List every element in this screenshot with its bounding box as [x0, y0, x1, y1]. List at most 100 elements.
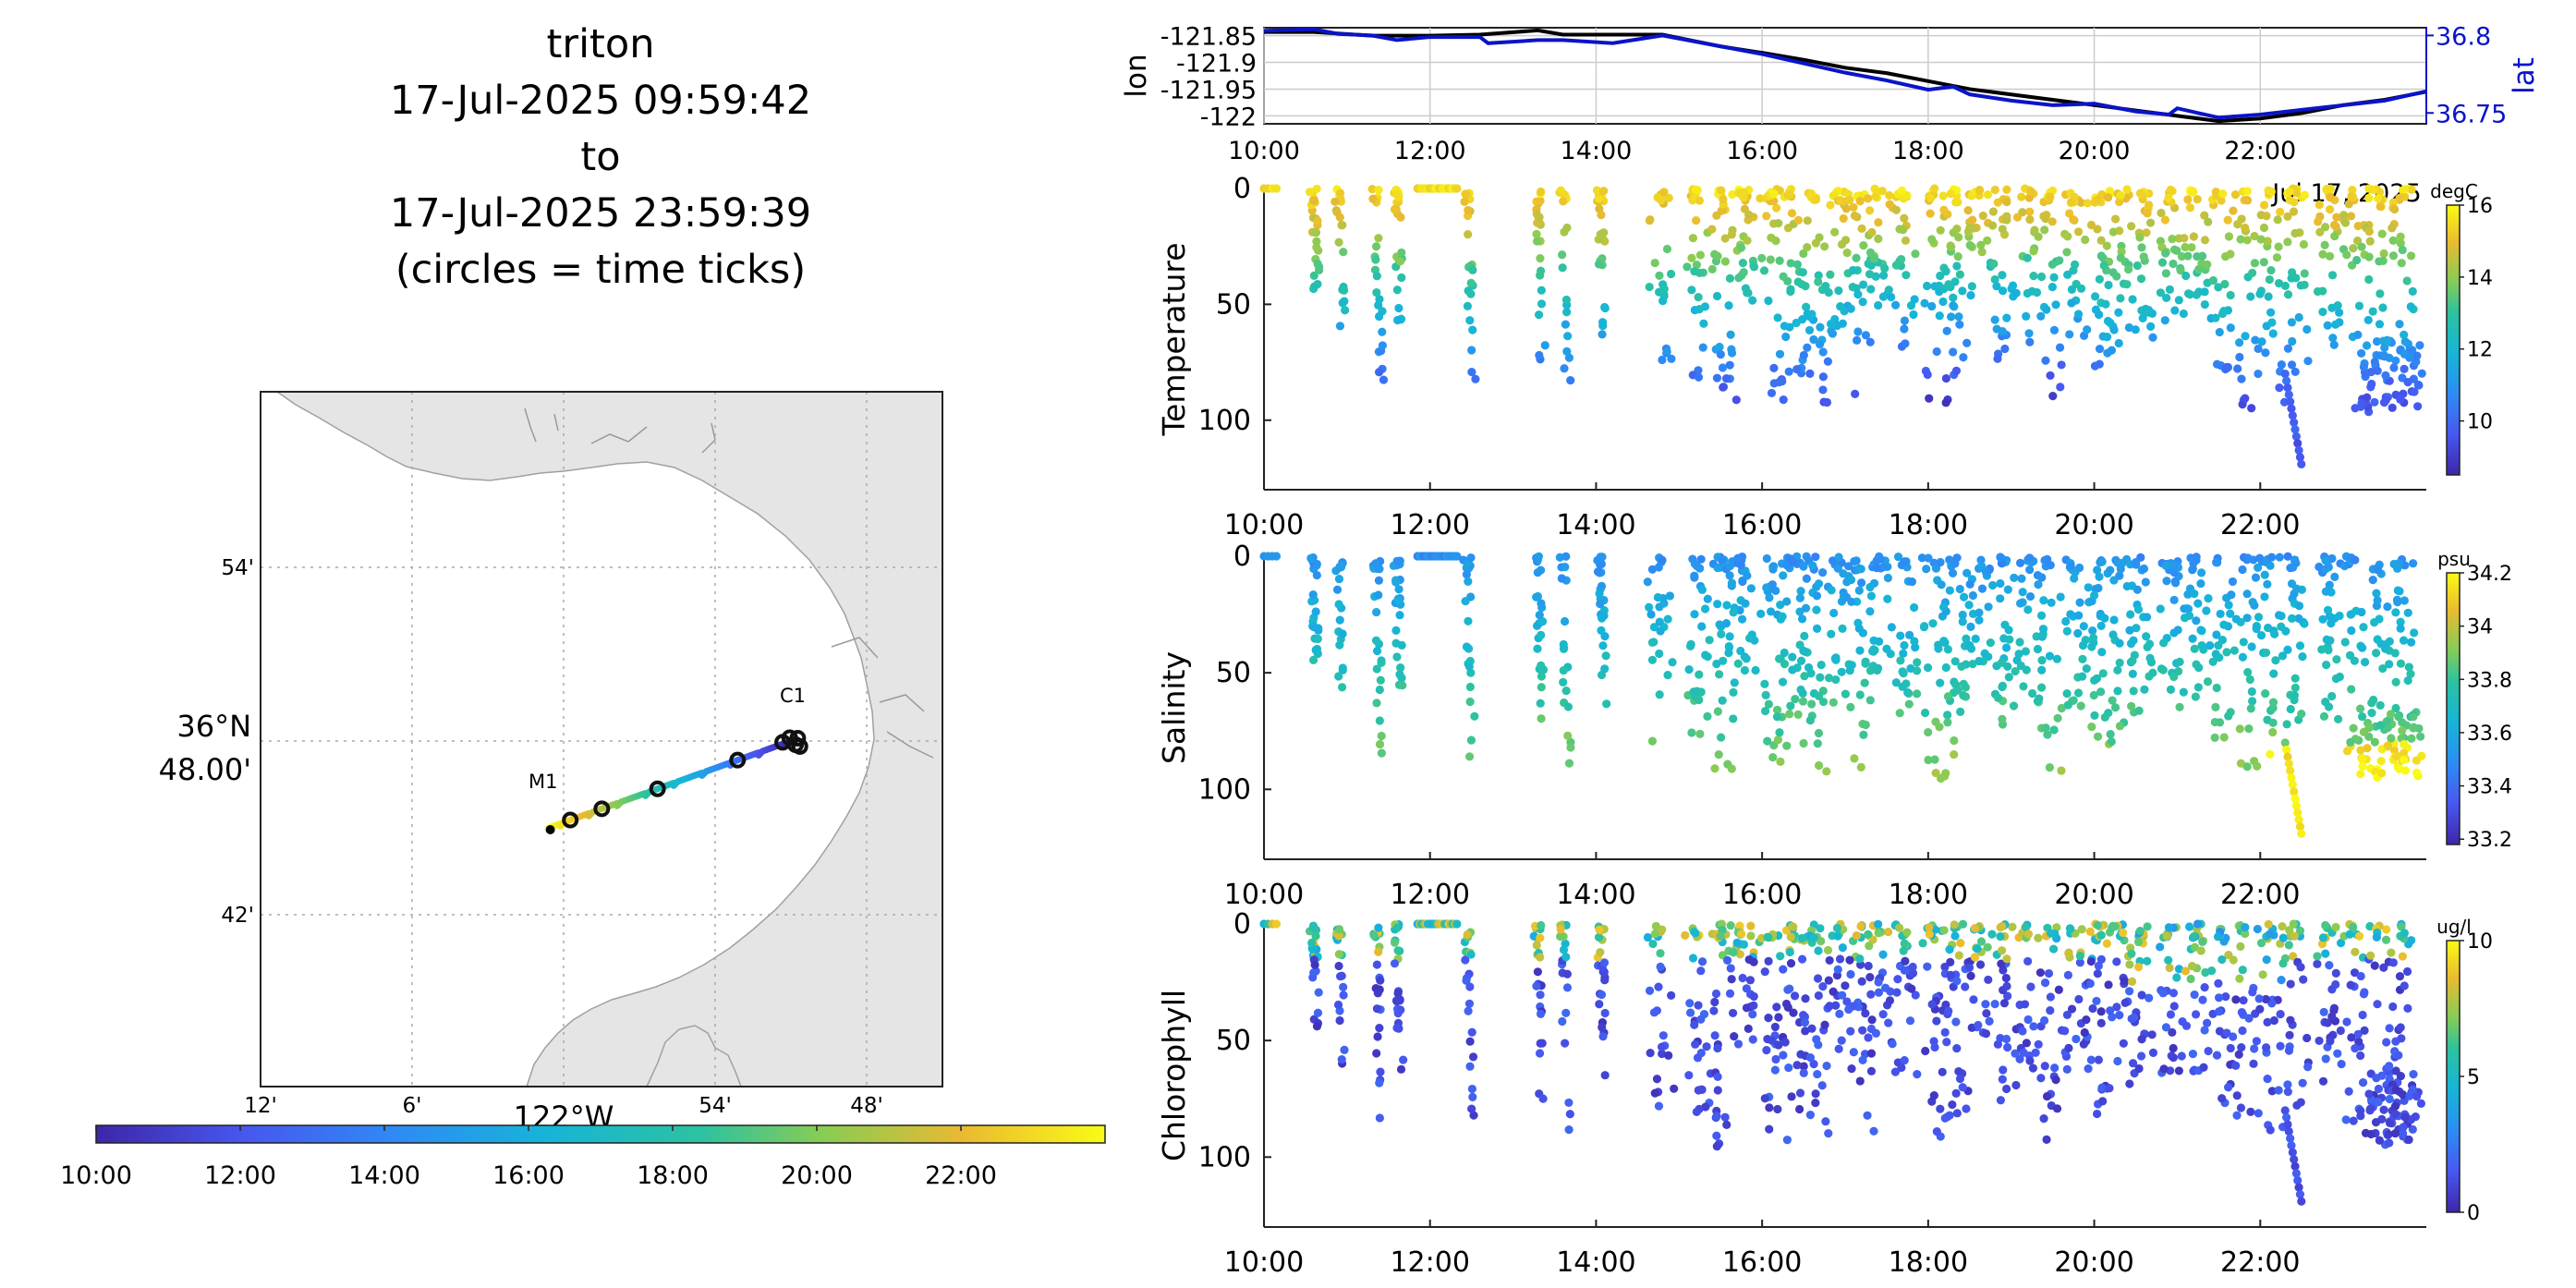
data-point	[2336, 1026, 2345, 1036]
data-point	[2185, 290, 2194, 299]
data-point	[2025, 215, 2035, 225]
data-point	[1535, 1049, 1545, 1058]
data-point	[2415, 341, 2424, 350]
data-point	[1780, 322, 1789, 331]
data-point	[2045, 763, 2055, 772]
data-point	[1913, 658, 1922, 667]
data-point	[2326, 193, 2335, 202]
data-point	[2290, 794, 2300, 804]
data-point	[1338, 298, 1347, 308]
data-point	[1951, 198, 1961, 207]
data-point	[2259, 200, 2269, 210]
data-point	[2229, 206, 2238, 215]
data-point	[1537, 683, 1546, 692]
data-point	[1796, 685, 1805, 695]
data-point	[1812, 591, 1822, 601]
data-point	[2122, 280, 2132, 289]
data-point	[2252, 624, 2261, 634]
data-point	[1786, 701, 1795, 711]
data-point	[1466, 950, 1476, 959]
data-point	[2215, 653, 2224, 662]
data-point	[1803, 343, 1812, 352]
data-point	[1805, 716, 1815, 725]
data-point	[1340, 1045, 1349, 1054]
data-point	[2303, 324, 2312, 334]
data-point	[2224, 711, 2233, 721]
data-point	[2191, 1010, 2201, 1019]
data-point	[2102, 241, 2111, 250]
data-point	[1779, 571, 1788, 580]
data-point	[2196, 626, 2205, 635]
data-point	[2093, 565, 2102, 575]
data-point	[1367, 185, 1377, 194]
data-point	[1934, 644, 1943, 653]
data-point	[1822, 1061, 1831, 1071]
data-point	[2015, 599, 2025, 608]
data-point	[2291, 1169, 2301, 1178]
data-point	[2341, 1115, 2351, 1124]
data-point	[2374, 1084, 2384, 1094]
data-point	[1712, 373, 1722, 383]
data-point	[2391, 1086, 2400, 1095]
data-point	[2323, 605, 2333, 615]
data-point	[1537, 920, 1546, 930]
data-point	[1392, 923, 1402, 932]
data-point	[1681, 930, 1690, 940]
data-point	[1394, 303, 1403, 313]
data-point	[1374, 947, 1383, 956]
data-point	[2114, 338, 2123, 348]
data-point	[2132, 557, 2141, 567]
data-point	[2047, 929, 2056, 938]
data-point	[2168, 561, 2178, 570]
data-point	[1955, 584, 1964, 594]
data-point	[2108, 227, 2118, 237]
data-point	[2060, 1027, 2070, 1036]
data-point	[1462, 976, 1471, 985]
data-point	[1762, 212, 1771, 221]
data-point	[1838, 624, 1847, 633]
data-point	[1394, 585, 1403, 594]
data-point	[1797, 954, 1807, 964]
data-point	[2364, 252, 2374, 261]
data-point	[2234, 1050, 2243, 1059]
data-point	[1815, 233, 1824, 242]
data-point	[1724, 643, 1734, 652]
data-point	[1719, 195, 1728, 204]
data-point	[1467, 1084, 1476, 1094]
data-point	[1308, 590, 1318, 600]
data-point	[1924, 755, 1933, 765]
data-point	[2372, 649, 2381, 658]
data-point	[1887, 623, 1896, 632]
y-tick-label: 100	[1198, 1141, 1251, 1173]
data-point	[2300, 190, 2309, 200]
data-point	[2298, 651, 2307, 662]
data-point	[1535, 611, 1544, 620]
data-point	[2067, 197, 2076, 207]
data-point	[1826, 200, 1835, 210]
data-point	[2374, 1098, 2383, 1107]
data-point	[2053, 713, 2062, 723]
data-point	[2148, 1048, 2158, 1057]
data-point	[2089, 633, 2098, 642]
data-point	[1847, 661, 1856, 670]
data-point	[1978, 211, 1987, 221]
data-point	[2169, 1002, 2179, 1011]
data-point	[2271, 656, 2280, 665]
data-point	[2125, 987, 2134, 996]
data-point	[1799, 562, 1808, 571]
data-point	[1764, 1014, 1773, 1023]
data-point	[2272, 253, 2282, 262]
data-point	[2160, 316, 2169, 325]
data-point	[1800, 1018, 1810, 1027]
data-point	[2075, 958, 2084, 967]
data-point	[2236, 759, 2245, 768]
data-point	[1779, 1051, 1788, 1060]
data-point	[1832, 923, 1841, 933]
data-point	[1713, 1086, 1722, 1095]
data-point	[1313, 279, 1322, 289]
data-point	[1849, 1002, 1858, 1011]
data-point	[1659, 285, 1669, 294]
data-point	[1998, 225, 2007, 234]
data-point	[1314, 624, 1323, 633]
